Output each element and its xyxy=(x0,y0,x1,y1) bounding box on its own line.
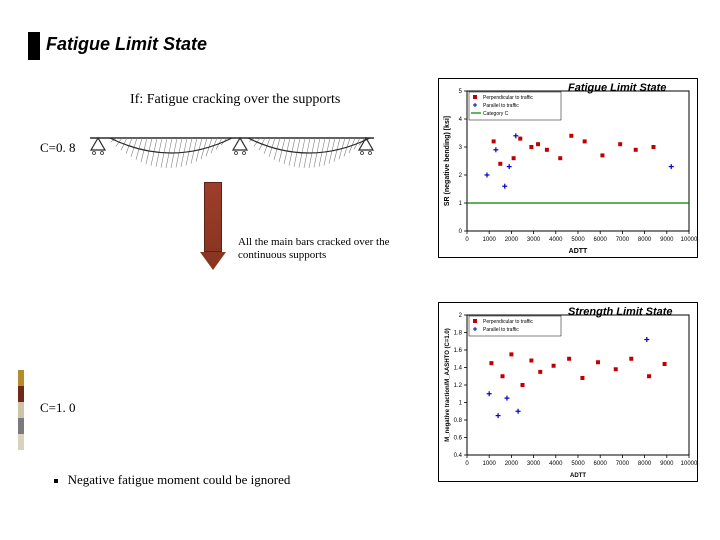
svg-text:3000: 3000 xyxy=(527,461,541,467)
chart-strength: 0 1000 2000 3000 4000 5000 6000 7000 8000 9000 100… xyxy=(438,302,698,482)
beam-diagram xyxy=(82,128,382,176)
svg-text:0.8: 0.8 xyxy=(454,418,463,424)
svg-text:8000: 8000 xyxy=(638,237,652,243)
c-label-08: C=0. 8 xyxy=(40,140,76,156)
svg-text:1.4: 1.4 xyxy=(454,366,463,372)
bullet-text: Negative fatigue moment could be ignored xyxy=(68,472,291,487)
note-text: All the main bars cracked over the conti… xyxy=(238,236,398,262)
svg-text:1000: 1000 xyxy=(483,461,497,467)
svg-text:0: 0 xyxy=(465,461,469,467)
svg-text:0.6: 0.6 xyxy=(454,436,463,442)
chart-fatigue: 0 1000 2000 3000 4000 5000 6000 7000 8000 9000 100… xyxy=(438,78,698,258)
svg-text:Parallel to traffic: Parallel to traffic xyxy=(483,327,519,333)
chart-strength-title: Strength Limit State xyxy=(568,306,673,318)
page-title: Fatigue Limit State xyxy=(46,34,207,55)
svg-text:7000: 7000 xyxy=(616,237,630,243)
svg-text:2: 2 xyxy=(459,173,463,179)
side-stripe-decor xyxy=(18,370,24,450)
arrow-body xyxy=(204,182,222,252)
svg-text:2000: 2000 xyxy=(505,461,519,467)
svg-text:8000: 8000 xyxy=(638,461,652,467)
svg-text:ADTT: ADTT xyxy=(570,473,586,479)
svg-text:1.2: 1.2 xyxy=(454,383,463,389)
bullet-icon xyxy=(54,479,58,483)
svg-text:Perpendicular to traffic: Perpendicular to traffic xyxy=(483,95,533,101)
svg-text:Category C: Category C xyxy=(483,111,509,117)
svg-text:0: 0 xyxy=(465,237,469,243)
c-label-10: C=1. 0 xyxy=(40,400,76,416)
svg-text:4000: 4000 xyxy=(549,237,563,243)
svg-text:M_negative traction/M_AASHTO (: M_negative traction/M_AASHTO (C=1.0) xyxy=(445,328,451,441)
svg-text:9000: 9000 xyxy=(660,461,674,467)
svg-text:5000: 5000 xyxy=(571,237,585,243)
svg-text:1.6: 1.6 xyxy=(454,348,463,354)
arrow-head-icon xyxy=(200,252,226,270)
svg-text:Parallel to traffic: Parallel to traffic xyxy=(483,103,519,109)
svg-text:0: 0 xyxy=(459,229,463,235)
svg-text:5000: 5000 xyxy=(571,461,585,467)
down-arrow xyxy=(200,182,226,274)
svg-text:5: 5 xyxy=(459,89,463,95)
svg-text:6000: 6000 xyxy=(594,461,608,467)
svg-text:0.4: 0.4 xyxy=(454,453,463,459)
svg-text:10000: 10000 xyxy=(681,237,698,243)
svg-text:1: 1 xyxy=(459,201,463,207)
svg-text:7000: 7000 xyxy=(616,461,630,467)
svg-text:3000: 3000 xyxy=(527,237,541,243)
svg-text:9000: 9000 xyxy=(660,237,674,243)
svg-text:6000: 6000 xyxy=(594,237,608,243)
svg-text:10000: 10000 xyxy=(681,461,698,467)
svg-text:4000: 4000 xyxy=(549,461,563,467)
svg-text:Perpendicular to traffic: Perpendicular to traffic xyxy=(483,319,533,325)
svg-text:1000: 1000 xyxy=(483,237,497,243)
title-accent-bar xyxy=(28,32,40,60)
chart-fatigue-title: Fatigue Limit State xyxy=(568,82,666,94)
svg-text:ADTT: ADTT xyxy=(569,248,588,255)
svg-text:1: 1 xyxy=(459,401,463,407)
svg-text:4: 4 xyxy=(459,117,463,123)
subtitle-text: If: Fatigue cracking over the supports xyxy=(130,92,340,108)
svg-text:SR (negative bending) [ksi]: SR (negative bending) [ksi] xyxy=(444,116,451,206)
bullet-item: Negative fatigue moment could be ignored xyxy=(54,472,290,488)
svg-text:1.8: 1.8 xyxy=(454,331,463,337)
svg-text:2000: 2000 xyxy=(505,237,519,243)
svg-text:3: 3 xyxy=(459,145,463,151)
svg-text:2: 2 xyxy=(459,313,463,319)
